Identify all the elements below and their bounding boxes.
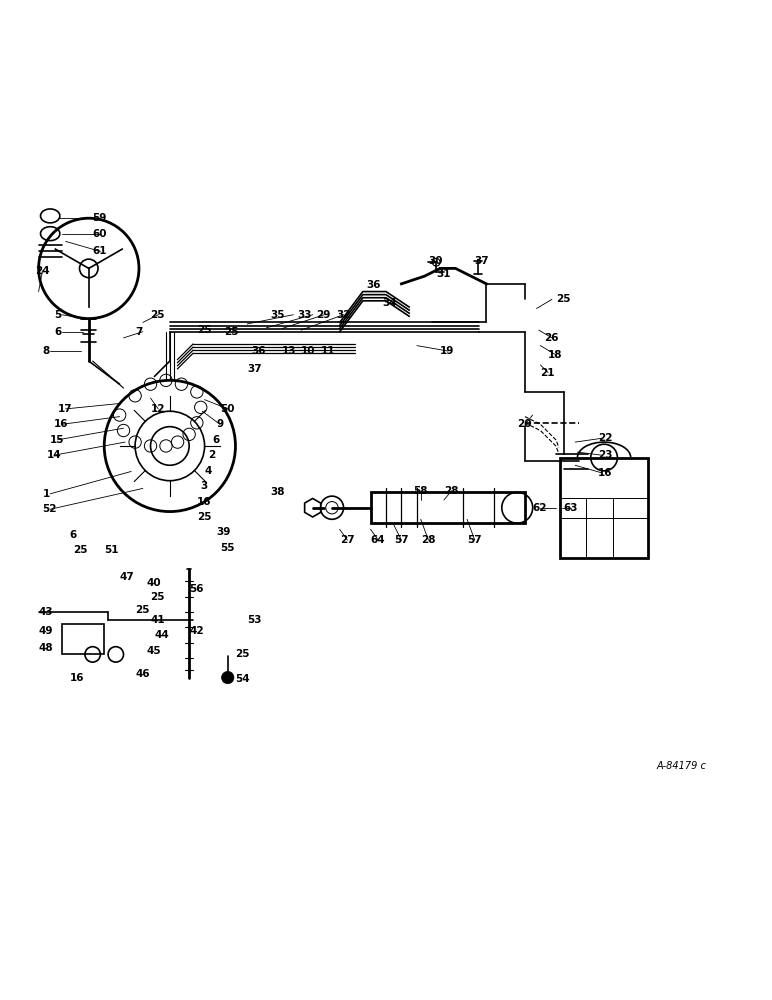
Text: 13: 13 [282, 346, 296, 356]
Text: 1: 1 [42, 489, 49, 499]
Text: 24: 24 [35, 266, 49, 276]
Text: 25: 25 [151, 591, 165, 601]
Text: 34: 34 [382, 298, 397, 308]
Text: 32: 32 [336, 310, 350, 320]
Text: 56: 56 [189, 584, 204, 594]
Text: 20: 20 [517, 419, 532, 429]
Text: 37: 37 [475, 256, 489, 266]
Text: 52: 52 [42, 504, 57, 514]
Polygon shape [305, 498, 320, 517]
Circle shape [80, 259, 98, 278]
Text: A-84179 c: A-84179 c [656, 761, 706, 771]
Text: 7: 7 [135, 327, 143, 337]
Text: 46: 46 [135, 669, 150, 679]
Text: 59: 59 [93, 213, 107, 223]
Text: 16: 16 [598, 468, 613, 478]
Text: 3: 3 [201, 481, 208, 491]
Text: 41: 41 [151, 615, 165, 625]
Text: 58: 58 [413, 486, 428, 496]
Text: 25: 25 [224, 327, 239, 337]
Text: 50: 50 [220, 404, 235, 414]
Text: 2: 2 [208, 450, 215, 460]
Text: 40: 40 [147, 578, 161, 588]
Text: 57: 57 [467, 535, 482, 545]
Text: 16: 16 [54, 419, 69, 429]
Text: 25: 25 [73, 545, 88, 555]
Text: 4: 4 [205, 466, 212, 476]
Text: 43: 43 [39, 607, 53, 617]
Text: 63: 63 [564, 503, 578, 513]
Text: 39: 39 [216, 527, 231, 537]
Text: 62: 62 [533, 503, 547, 513]
Text: 27: 27 [340, 535, 354, 545]
Text: 49: 49 [39, 626, 53, 636]
Text: 8: 8 [42, 346, 49, 356]
Text: 36: 36 [251, 346, 266, 356]
Text: 25: 25 [556, 294, 571, 304]
Text: 48: 48 [39, 643, 53, 653]
Circle shape [222, 671, 234, 684]
Text: 6: 6 [212, 435, 219, 445]
Text: 14: 14 [46, 450, 61, 460]
Text: 6: 6 [69, 530, 76, 540]
Text: 37: 37 [247, 364, 262, 374]
Text: 44: 44 [154, 630, 169, 640]
Text: 5: 5 [54, 310, 61, 320]
Text: 6: 6 [54, 327, 61, 337]
Text: 16: 16 [69, 673, 84, 683]
Bar [371, 492, 525, 523]
Text: 38: 38 [270, 487, 285, 497]
Text: 28: 28 [444, 486, 459, 496]
Text: 19: 19 [440, 346, 455, 356]
Text: 16: 16 [197, 497, 212, 507]
Text: 54: 54 [235, 674, 250, 684]
Text: 31: 31 [436, 269, 451, 279]
Text: 11: 11 [320, 346, 335, 356]
Text: 47: 47 [120, 572, 134, 582]
Text: 42: 42 [189, 626, 204, 636]
Text: 35: 35 [270, 310, 285, 320]
Text: 64: 64 [371, 535, 385, 545]
Text: 53: 53 [247, 615, 262, 625]
Text: 26: 26 [544, 333, 559, 343]
Text: 22: 22 [598, 433, 613, 443]
Text: 21: 21 [540, 368, 555, 378]
Text: 28: 28 [421, 535, 435, 545]
Text: 25: 25 [197, 325, 212, 335]
Text: 15: 15 [50, 435, 65, 445]
Text: 25: 25 [151, 310, 165, 320]
Text: 9: 9 [216, 419, 223, 429]
Text: 18: 18 [548, 350, 563, 360]
Text: 60: 60 [93, 229, 107, 239]
Text: 25: 25 [135, 605, 150, 615]
Text: 36: 36 [367, 280, 381, 290]
Text: 10: 10 [301, 346, 316, 356]
Text: 23: 23 [598, 450, 613, 460]
Text: 61: 61 [93, 246, 107, 256]
Text: 33: 33 [297, 310, 312, 320]
Bar [62, 624, 104, 654]
Text: 57: 57 [394, 535, 408, 545]
Text: 25: 25 [197, 512, 212, 522]
Text: 51: 51 [104, 545, 119, 555]
Text: 25: 25 [235, 649, 250, 659]
Bar [560, 458, 648, 558]
Text: 30: 30 [428, 256, 443, 266]
Text: 45: 45 [147, 646, 161, 656]
Text: 12: 12 [151, 404, 165, 414]
Text: 55: 55 [220, 543, 235, 553]
Text: 17: 17 [58, 404, 73, 414]
Text: 29: 29 [317, 310, 331, 320]
